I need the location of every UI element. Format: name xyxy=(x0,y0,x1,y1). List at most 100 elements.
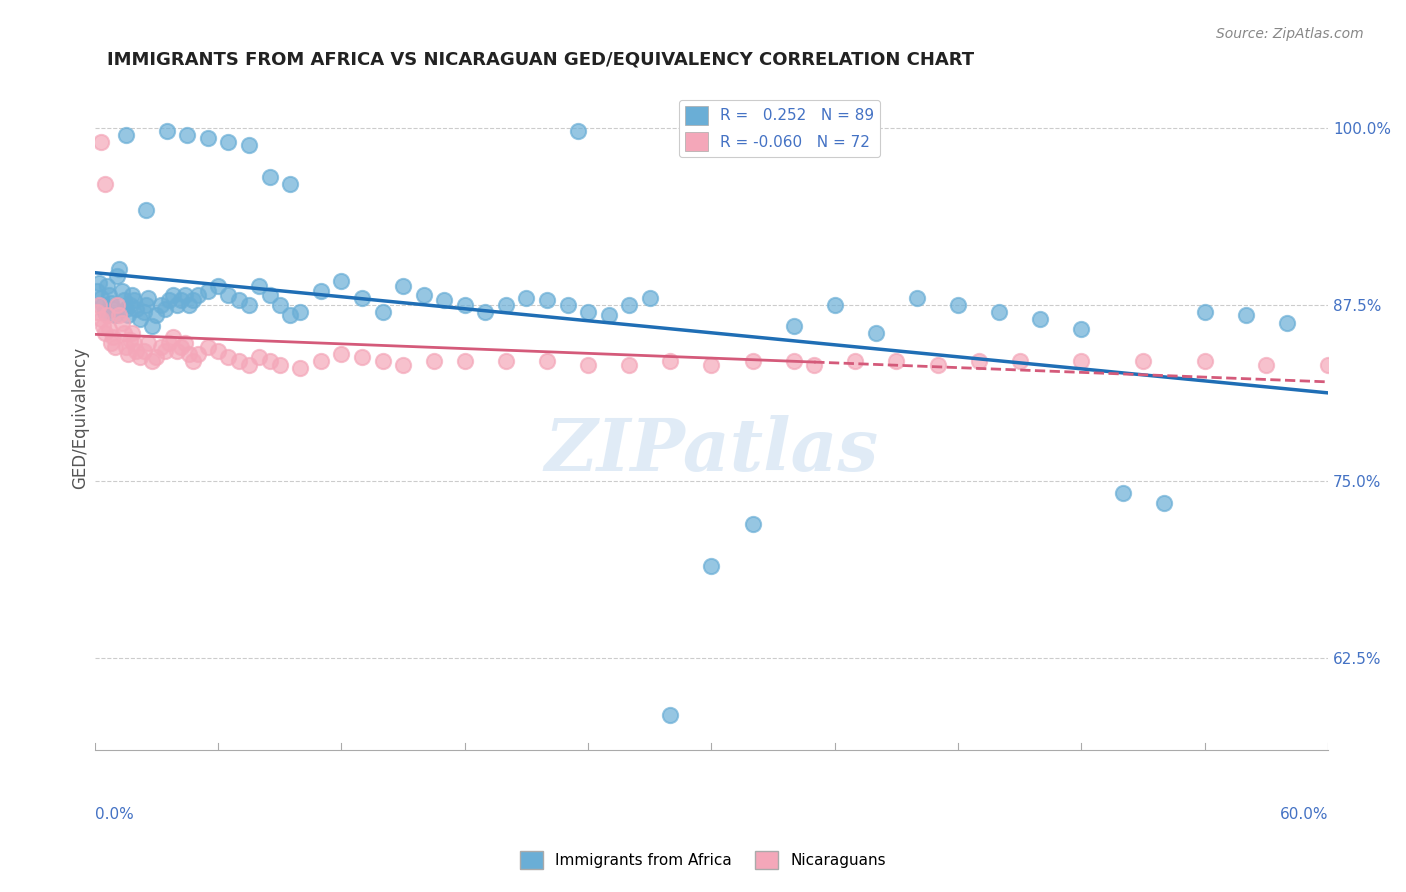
Point xyxy=(598,308,620,322)
Point xyxy=(783,354,806,368)
Point xyxy=(197,131,219,145)
Point xyxy=(157,335,180,350)
Point xyxy=(117,308,139,322)
Point xyxy=(207,279,229,293)
Point xyxy=(91,318,114,333)
Point xyxy=(96,279,118,293)
Point xyxy=(423,354,446,368)
Point xyxy=(107,269,129,284)
Point xyxy=(844,354,866,368)
Point xyxy=(1132,354,1154,368)
Point xyxy=(179,298,201,312)
Point xyxy=(103,301,125,316)
Point xyxy=(217,287,239,301)
Point xyxy=(174,287,197,301)
Point xyxy=(91,298,114,312)
Point xyxy=(557,298,579,312)
Legend: R =   0.252   N = 89, R = -0.060   N = 72: R = 0.252 N = 89, R = -0.060 N = 72 xyxy=(679,100,880,157)
Point xyxy=(110,316,132,330)
Point xyxy=(454,298,477,312)
Point xyxy=(117,347,139,361)
Text: 60.0%: 60.0% xyxy=(1279,806,1329,822)
Point xyxy=(135,202,157,217)
Point xyxy=(94,326,117,340)
Point xyxy=(238,298,260,312)
Point xyxy=(412,287,434,301)
Legend: Immigrants from Africa, Nicaraguans: Immigrants from Africa, Nicaraguans xyxy=(515,845,891,875)
Point xyxy=(1194,354,1216,368)
Point xyxy=(238,359,260,373)
Point xyxy=(1070,321,1092,335)
Point xyxy=(90,311,112,326)
Point xyxy=(1234,308,1257,322)
Point xyxy=(259,354,281,368)
Text: ZIPatlas: ZIPatlas xyxy=(544,416,879,486)
Point xyxy=(134,304,156,318)
Point xyxy=(659,707,682,722)
Point xyxy=(350,291,373,305)
Point xyxy=(170,340,193,354)
Text: Source: ZipAtlas.com: Source: ZipAtlas.com xyxy=(1216,27,1364,41)
Point xyxy=(217,350,239,364)
Point xyxy=(700,559,723,574)
Point xyxy=(118,333,141,347)
Point xyxy=(1008,354,1031,368)
Point xyxy=(108,308,131,322)
Point xyxy=(145,308,167,322)
Point xyxy=(104,340,127,354)
Point xyxy=(118,298,141,312)
Point xyxy=(149,298,172,312)
Point xyxy=(170,293,193,308)
Point xyxy=(136,335,159,350)
Point xyxy=(114,128,136,142)
Point xyxy=(886,354,908,368)
Point xyxy=(350,350,373,364)
Point xyxy=(865,326,887,340)
Point xyxy=(94,178,117,192)
Point xyxy=(290,304,312,318)
Point xyxy=(392,359,415,373)
Text: 0.0%: 0.0% xyxy=(94,806,134,822)
Point xyxy=(659,354,682,368)
Point xyxy=(104,308,127,322)
Point xyxy=(162,287,184,301)
Point xyxy=(967,354,990,368)
Point xyxy=(1256,359,1278,373)
Point xyxy=(135,298,157,312)
Point xyxy=(1194,304,1216,318)
Point xyxy=(454,354,477,368)
Point xyxy=(392,279,415,293)
Point xyxy=(125,344,148,359)
Point xyxy=(619,298,641,312)
Point xyxy=(927,359,949,373)
Point xyxy=(149,340,172,354)
Point xyxy=(122,335,145,350)
Point xyxy=(98,321,121,335)
Point xyxy=(290,361,312,376)
Point xyxy=(259,170,281,185)
Point xyxy=(783,318,806,333)
Point xyxy=(156,124,179,138)
Point xyxy=(108,262,131,277)
Point xyxy=(176,128,198,142)
Point xyxy=(197,340,219,354)
Point xyxy=(90,291,112,305)
Point xyxy=(129,350,152,364)
Point xyxy=(187,347,209,361)
Point xyxy=(96,308,118,322)
Y-axis label: GED/Equivalency: GED/Equivalency xyxy=(72,347,89,489)
Point xyxy=(157,293,180,308)
Point xyxy=(247,279,270,293)
Point xyxy=(741,516,763,531)
Point xyxy=(278,178,301,192)
Point xyxy=(217,135,239,149)
Point xyxy=(87,277,110,291)
Point xyxy=(103,330,125,344)
Point xyxy=(90,135,112,149)
Point xyxy=(567,124,589,138)
Point xyxy=(1317,359,1340,373)
Point xyxy=(576,304,599,318)
Point xyxy=(87,298,110,312)
Point xyxy=(238,137,260,152)
Point xyxy=(309,354,332,368)
